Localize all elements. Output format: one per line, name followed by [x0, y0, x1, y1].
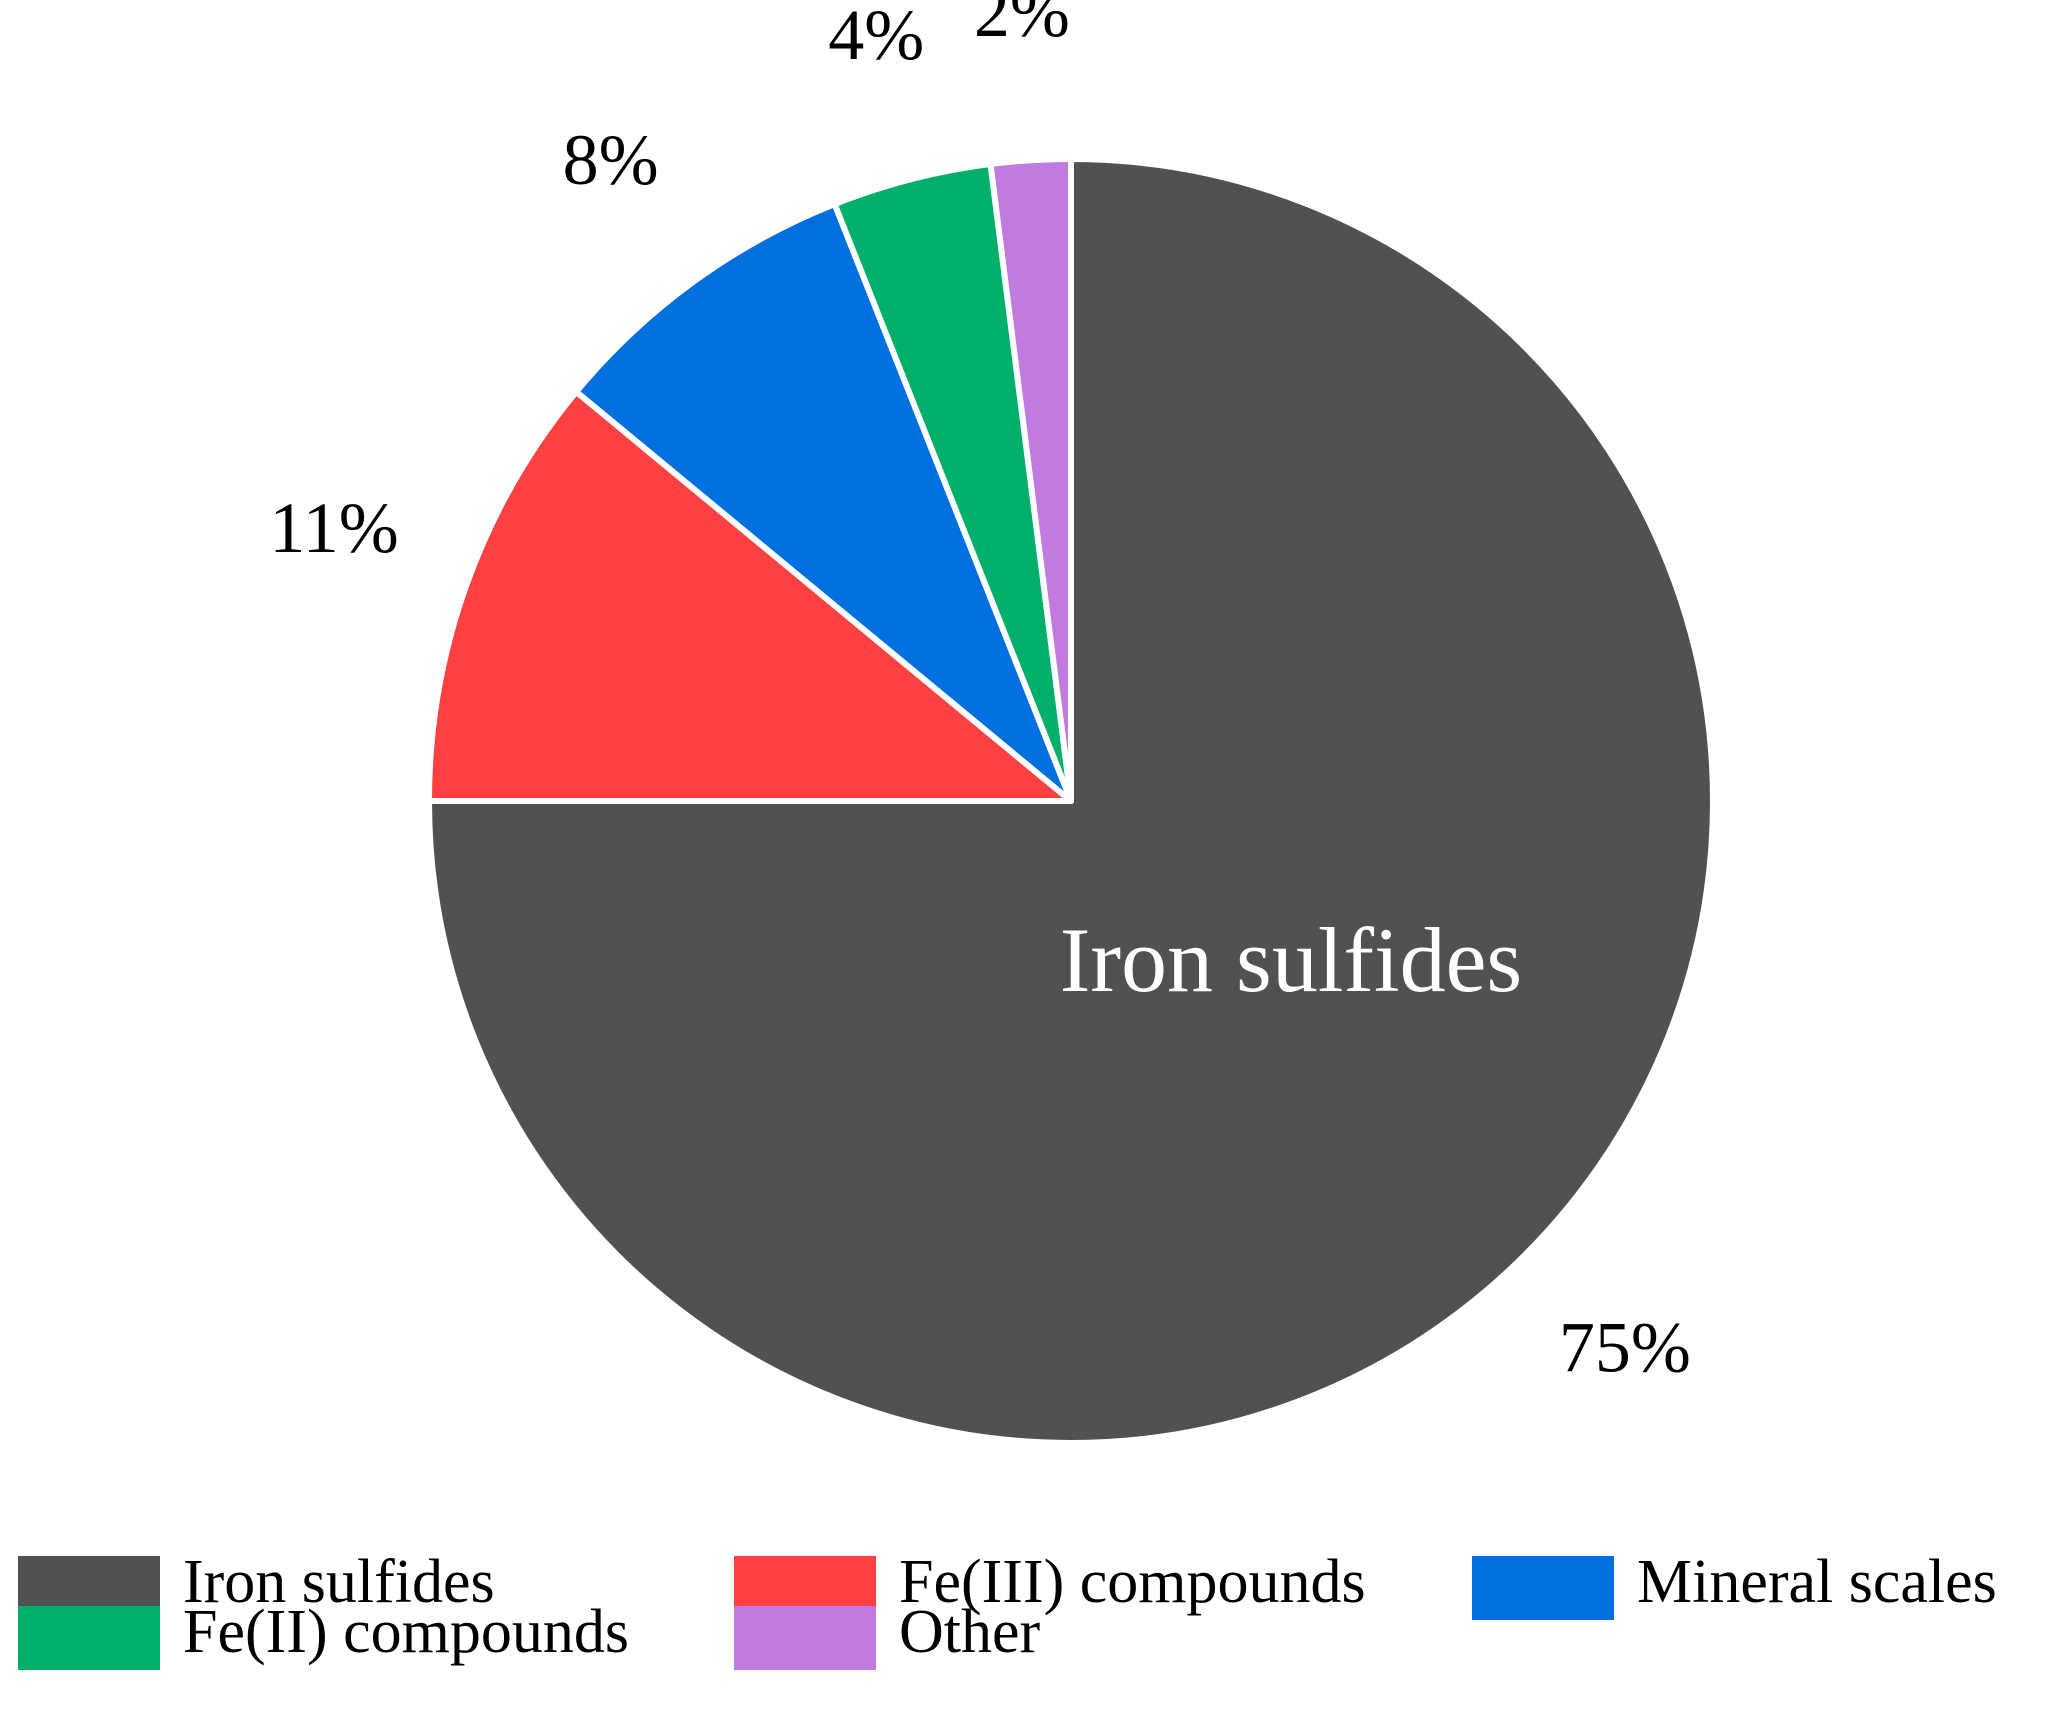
legend-swatch	[18, 1606, 160, 1670]
value-label: 11%	[269, 488, 398, 568]
pie-slice	[987, 156, 1074, 804]
value-label: 75%	[1559, 1307, 1691, 1387]
value-label: 2%	[974, 0, 1070, 52]
legend-swatch	[1472, 1556, 1614, 1620]
value-label: 4%	[828, 0, 924, 75]
pie-slice	[426, 388, 1074, 804]
value-label: 8%	[563, 120, 659, 200]
legend-label: Iron sulfides	[183, 1548, 495, 1616]
legend-label: Fe(III) compounds	[899, 1548, 1366, 1616]
pie-slice	[573, 201, 1074, 804]
slice-label: Iron sulfides	[1060, 909, 1522, 1011]
legend-swatch	[734, 1606, 876, 1670]
legend-label: Fe(II) compounds	[183, 1598, 629, 1666]
legend-label: Mineral scales	[1637, 1548, 1997, 1616]
legend-label: Other	[899, 1598, 1041, 1666]
